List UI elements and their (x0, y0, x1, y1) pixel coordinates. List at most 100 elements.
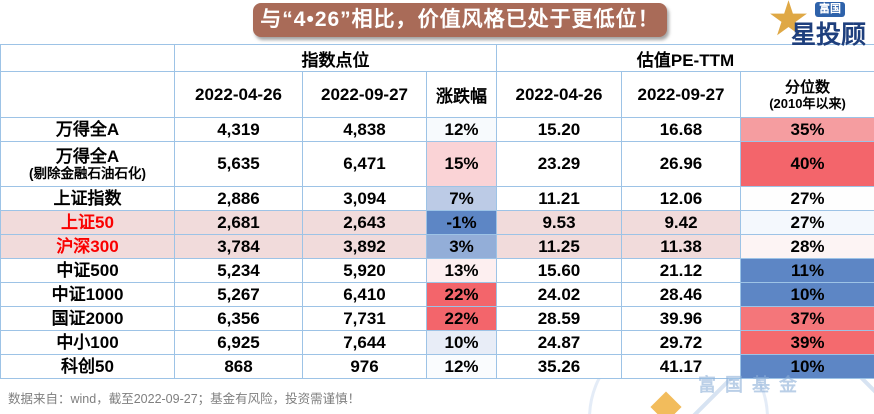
index-name: 万得全A (55, 147, 120, 166)
index-name: 科创50 (61, 357, 114, 376)
index-level-0426: 5,234 (174, 258, 303, 283)
index-level-0426: 2,886 (174, 186, 303, 211)
percentile-cell: 11% (739, 258, 874, 283)
change-pct-cell: 15% (426, 141, 497, 187)
index-name: 中证1000 (51, 285, 124, 304)
percentile-cell: 35% (739, 117, 874, 142)
index-level-0426: 5,635 (174, 141, 303, 187)
col-header-change: 涨跌幅 (426, 71, 497, 118)
table-row: 上证指数 2,886 3,094 7% 11.21 12.06 27% (0, 186, 874, 211)
table-row-highlighted: 沪深300 3,784 3,892 3% 11.25 11.38 28% (0, 234, 874, 259)
table-row: 中证500 5,234 5,920 13% 15.60 21.12 11% (0, 258, 874, 283)
change-pct-cell: 10% (426, 330, 497, 355)
change-pct-cell: 12% (426, 117, 497, 142)
index-valuation-table: 指数点位 估值PE-TTM 2022-04-26 2022-09-27 涨跌幅 … (0, 44, 874, 379)
index-level-0426: 6,356 (174, 306, 303, 331)
pe-0927-cell: 39.96 (621, 306, 741, 331)
index-level-0426: 6,925 (174, 330, 303, 355)
index-level-0927: 6,410 (302, 282, 427, 307)
table-row: 科创50 868 976 12% 35.26 41.17 10% (0, 354, 874, 379)
pe-0927-cell: 26.96 (621, 141, 741, 187)
col-header-pe-0426: 2022-04-26 (496, 71, 622, 118)
change-pct-cell: -1% (426, 210, 497, 235)
table-row-highlighted: 上证50 2,681 2,643 -1% 9.53 9.42 27% (0, 210, 874, 235)
pe-0426-cell: 11.21 (496, 186, 622, 211)
index-level-0927: 3,094 (302, 186, 427, 211)
pe-0927-cell: 16.68 (621, 117, 741, 142)
index-level-0426: 2,681 (174, 210, 303, 235)
percentile-cell: 10% (739, 282, 874, 307)
row-label-cell: 上证50 (0, 210, 175, 235)
index-name: 中小100 (56, 333, 119, 352)
table-row: 中小100 6,925 7,644 10% 24.87 29.72 39% (0, 330, 874, 355)
row-label-cell: 上证指数 (0, 186, 175, 211)
index-name: 国证2000 (51, 309, 124, 328)
pe-0426-cell: 9.53 (496, 210, 622, 235)
index-name-note: (剔除金融石油石化) (29, 166, 146, 181)
col-header-percentile: 分位数 (2010年以来) (739, 71, 874, 118)
index-level-0927: 3,892 (302, 234, 427, 259)
row-label-cell: 万得全A (0, 117, 175, 142)
percentile-cell: 28% (739, 234, 874, 259)
table-row: 国证2000 6,356 7,731 22% 28.59 39.96 37% (0, 306, 874, 331)
change-pct-cell: 7% (426, 186, 497, 211)
change-pct-cell: 3% (426, 234, 497, 259)
percentile-cell: 27% (739, 210, 874, 235)
percentile-header-line2: (2010年以来) (769, 95, 846, 111)
change-pct-cell: 12% (426, 354, 497, 379)
index-level-0927: 2,643 (302, 210, 427, 235)
row-label-cell: 万得全A (剔除金融石油石化) (0, 141, 175, 187)
row-label-cell: 中小100 (0, 330, 175, 355)
row-label-cell: 国证2000 (0, 306, 175, 331)
pe-0927-cell: 9.42 (621, 210, 741, 235)
pe-0426-cell: 15.20 (496, 117, 622, 142)
col-header-pe-0927: 2022-09-27 (621, 71, 741, 118)
index-level-0426: 3,784 (174, 234, 303, 259)
brand-name: 星投顾 (791, 21, 867, 49)
row-label-cell: 科创50 (0, 354, 175, 379)
pe-0927-cell: 41.17 (621, 354, 741, 379)
percentile-cell: 37% (739, 306, 874, 331)
index-name: 万得全A (55, 120, 120, 139)
table-row: 万得全A (剔除金融石油石化) 5,635 6,471 15% 23.29 26… (0, 141, 874, 187)
change-pct-cell: 22% (426, 306, 497, 331)
column-header-row: 2022-04-26 2022-09-27 涨跌幅 2022-04-26 202… (0, 71, 874, 118)
star-icon: ★ (767, 0, 811, 46)
brand-logo: ★ 富国 星投顾 (767, 0, 871, 49)
percentile-header-line1: 分位数 (785, 78, 831, 96)
pe-0426-cell: 28.59 (496, 306, 622, 331)
pe-0927-cell: 29.72 (621, 330, 741, 355)
index-level-0426: 4,319 (174, 117, 303, 142)
index-level-0927: 6,471 (302, 141, 427, 187)
corner-cell-2 (0, 71, 175, 118)
index-level-0927: 7,644 (302, 330, 427, 355)
index-level-0927: 7,731 (302, 306, 427, 331)
row-label-cell: 中证500 (0, 258, 175, 283)
index-level-0927: 5,920 (302, 258, 427, 283)
corner-cell (0, 44, 175, 72)
pe-0426-cell: 11.25 (496, 234, 622, 259)
group-header-index-points: 指数点位 (174, 44, 497, 72)
row-label-cell: 中证1000 (0, 282, 175, 307)
percentile-cell: 10% (739, 354, 874, 379)
index-level-0927: 976 (302, 354, 427, 379)
pe-0426-cell: 15.60 (496, 258, 622, 283)
pe-0927-cell: 21.12 (621, 258, 741, 283)
col-header-idx-0426: 2022-04-26 (174, 71, 303, 118)
change-pct-cell: 22% (426, 282, 497, 307)
pe-0426-cell: 24.87 (496, 330, 622, 355)
group-header-row: 指数点位 估值PE-TTM (0, 44, 874, 72)
data-source-disclaimer: 数据来自：wind，截至2022-09-27；基金有风险，投资需谨慎！ (8, 392, 361, 406)
index-level-0426: 5,267 (174, 282, 303, 307)
table-row: 万得全A 4,319 4,838 12% 15.20 16.68 35% (0, 117, 874, 142)
title-banner: 与“4•26”相比，价值风格已处于更低位！ (253, 3, 667, 37)
index-name: 上证50 (61, 213, 114, 232)
percentile-cell: 40% (739, 141, 874, 187)
pe-0927-cell: 11.38 (621, 234, 741, 259)
index-level-0426: 868 (174, 354, 303, 379)
pe-0927-cell: 28.46 (621, 282, 741, 307)
percentile-cell: 27% (739, 186, 874, 211)
index-name: 中证500 (56, 261, 119, 280)
pe-0426-cell: 35.26 (496, 354, 622, 379)
